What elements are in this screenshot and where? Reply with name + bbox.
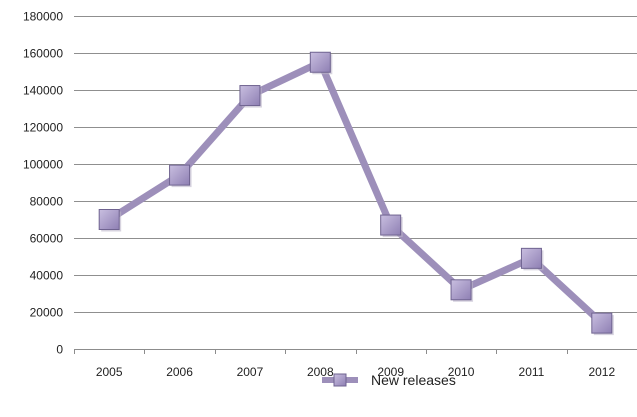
data-point-marker [98, 209, 120, 230]
y-tick-label: 40000 [30, 269, 64, 283]
x-tick-label: 2010 [448, 365, 475, 379]
x-tick-label: 2008 [307, 365, 334, 379]
x-tick-label: 2007 [237, 365, 264, 379]
data-point-marker [380, 214, 402, 236]
series-line [105, 58, 606, 327]
data-point-marker [520, 247, 542, 269]
x-tick-label: 2012 [588, 365, 615, 379]
y-tick-label: 100000 [23, 158, 63, 172]
x-tick-label: 2005 [96, 365, 123, 379]
y-tick-label: 60000 [30, 232, 64, 246]
data-point-marker [591, 312, 613, 334]
legend-label: New releases [371, 372, 456, 388]
y-tick-label: 160000 [23, 47, 63, 61]
y-tick-label: 0 [56, 343, 63, 357]
y-tick-label: 120000 [23, 121, 63, 135]
x-tick-label: 2006 [166, 365, 193, 379]
y-tick-label: 20000 [30, 306, 64, 320]
y-axis: 0 20000 40000 60000 80000 100000 120000 140000 1… [23, 10, 63, 357]
data-point-marker [450, 279, 472, 301]
x-tick-label: 2011 [519, 365, 545, 379]
legend-marker-swatch [333, 373, 347, 387]
data-point-marker [239, 85, 261, 107]
x-axis: 2005 2006 2007 2008 2009 2010 2011 2012 [74, 349, 615, 379]
data-point-marker [309, 51, 331, 73]
gridlines [74, 16, 637, 350]
data-point-marker [169, 164, 191, 186]
series-new-releases [98, 51, 614, 336]
legend: New releases [322, 372, 456, 388]
y-tick-label: 140000 [23, 84, 63, 98]
y-tick-label: 180000 [23, 10, 63, 24]
y-tick-label: 80000 [30, 195, 64, 209]
x-tick-label: 2009 [377, 365, 404, 379]
